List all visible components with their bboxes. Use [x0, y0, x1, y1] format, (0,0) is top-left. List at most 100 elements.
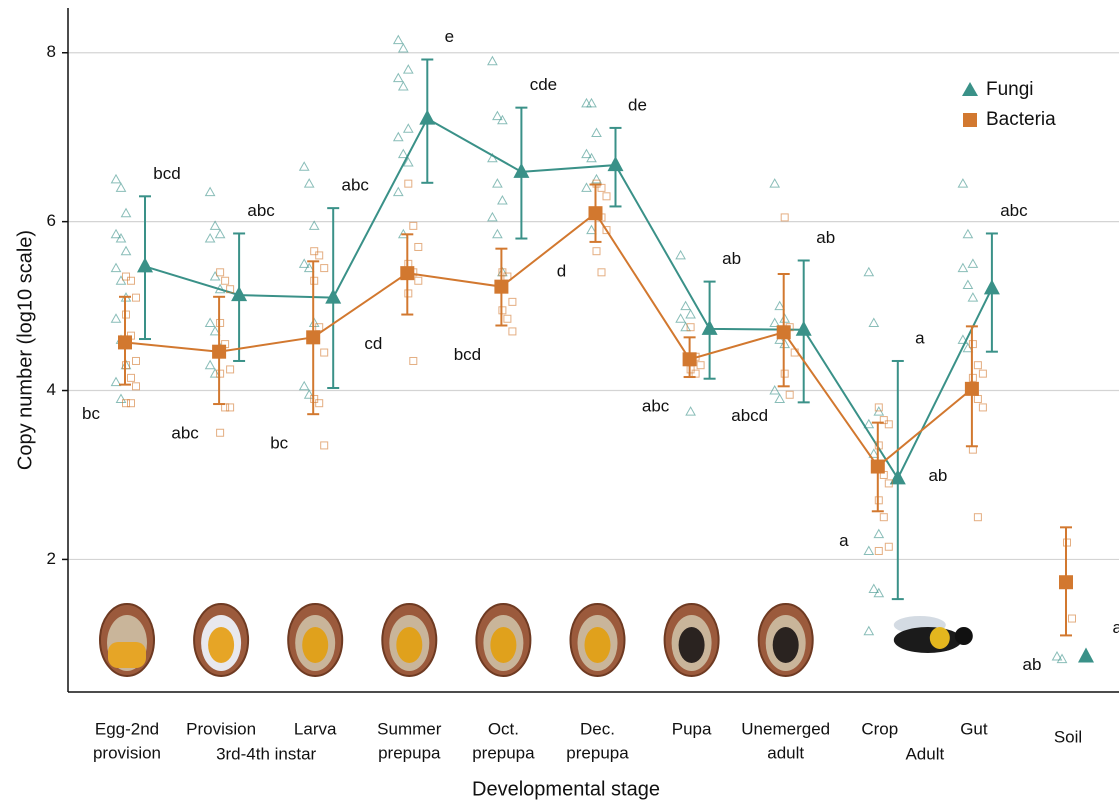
raw-point	[123, 400, 130, 407]
larva	[490, 627, 516, 663]
x-tick-label: Summer	[377, 719, 442, 738]
significance-letter: bcd	[454, 345, 481, 364]
raw-point	[885, 543, 892, 550]
significance-letter: cde	[530, 75, 557, 94]
x-tick-label: Unemerged	[741, 719, 830, 738]
x-tick-label: prepupa	[378, 743, 441, 762]
raw-point	[216, 230, 225, 238]
series-line	[145, 119, 992, 479]
x-tick-label: Soil	[1054, 727, 1082, 746]
mean-marker	[1078, 648, 1094, 663]
raw-point	[968, 259, 977, 267]
mean-marker	[494, 280, 508, 294]
significance-letter: abc	[642, 397, 670, 416]
raw-point	[316, 252, 323, 259]
y-tick-label: 8	[47, 42, 56, 61]
significance-letter: abc	[341, 176, 369, 195]
bee-body	[894, 627, 962, 653]
mean-marker	[400, 266, 414, 280]
nest-cell	[100, 604, 154, 676]
significance-letter: bc	[82, 404, 100, 423]
raw-point	[394, 74, 403, 82]
significance-letter: a	[839, 531, 849, 550]
y-tick-label: 4	[47, 380, 56, 399]
legend-swatch	[962, 82, 978, 96]
legend-label: Bacteria	[986, 109, 1056, 130]
nest-cell	[476, 604, 530, 676]
significance-letter: ab	[1023, 655, 1042, 674]
raw-point	[122, 247, 131, 255]
raw-point	[316, 400, 323, 407]
raw-point	[864, 627, 873, 635]
mean-marker	[306, 330, 320, 344]
x-tick-label: provision	[93, 743, 161, 762]
raw-point	[399, 82, 408, 90]
mean-marker	[702, 320, 718, 335]
raw-point	[321, 442, 328, 449]
raw-point	[864, 268, 873, 276]
raw-point	[979, 370, 986, 377]
raw-point	[394, 188, 403, 196]
raw-point	[493, 230, 502, 238]
significance-letter: abc	[171, 424, 199, 443]
raw-point	[206, 188, 215, 196]
raw-point	[974, 395, 981, 402]
raw-point	[128, 400, 135, 407]
significance-letter: cd	[364, 334, 382, 353]
raw-point	[227, 366, 234, 373]
raw-point	[404, 124, 413, 132]
raw-point	[112, 175, 121, 183]
group-label: 3rd-4th instar	[216, 744, 316, 763]
raw-point	[133, 294, 140, 301]
raw-point	[310, 221, 319, 229]
raw-point	[112, 314, 121, 322]
raw-point	[404, 65, 413, 73]
raw-point	[394, 133, 403, 141]
x-tick-label: prepupa	[472, 743, 535, 762]
provision	[108, 642, 146, 668]
raw-point	[222, 277, 229, 284]
x-tick-label: Crop	[861, 719, 898, 738]
nest-cell	[665, 604, 719, 676]
chart: Copy number (log10 scale) Developmental …	[0, 0, 1119, 805]
raw-point	[770, 179, 779, 187]
raw-point	[509, 328, 516, 335]
raw-point	[874, 530, 883, 538]
plot	[112, 36, 1095, 663]
stage-illustrations	[100, 604, 973, 676]
raw-point	[117, 394, 126, 402]
y-tick-label: 6	[47, 211, 56, 230]
raw-point	[112, 264, 121, 272]
larva	[302, 627, 328, 663]
raw-point	[206, 361, 215, 369]
raw-point	[592, 128, 601, 136]
raw-point	[974, 514, 981, 521]
raw-point	[399, 44, 408, 52]
nest-cell	[571, 604, 625, 676]
raw-point	[686, 407, 695, 415]
raw-point	[316, 324, 323, 331]
significance-letter: bc	[270, 434, 288, 453]
raw-point	[227, 404, 234, 411]
mean-marker	[325, 289, 341, 304]
raw-point	[598, 269, 605, 276]
raw-point	[415, 277, 422, 284]
raw-point	[880, 514, 887, 521]
significance-letter: ab	[928, 466, 947, 485]
significance-letter: d	[557, 261, 566, 280]
legend-label: Fungi	[986, 79, 1034, 100]
raw-point	[593, 248, 600, 255]
legend-item: Bacteria	[963, 109, 1056, 130]
nest-cell	[288, 604, 342, 676]
raw-point	[603, 193, 610, 200]
raw-point	[686, 310, 695, 318]
raw-point	[300, 162, 309, 170]
mean-marker	[419, 110, 435, 125]
raw-point	[869, 318, 878, 326]
raw-point	[410, 222, 417, 229]
raw-point	[128, 374, 135, 381]
raw-point	[133, 357, 140, 364]
raw-point	[300, 382, 309, 390]
x-tick-label: Pupa	[672, 719, 712, 738]
raw-point	[123, 273, 130, 280]
